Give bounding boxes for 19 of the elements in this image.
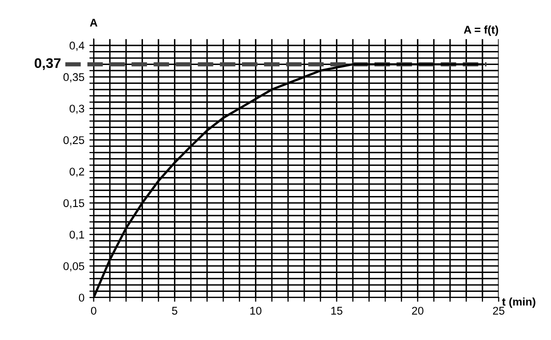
x-axis-title: t (min) [502,298,536,308]
y-axis-title: A [90,18,98,26]
y-tick-label: 0,35 [63,73,84,82]
y-tick-label: 0,25 [63,136,84,146]
y-tick-label: 0,05 [63,262,84,272]
y-tick-label: 0,3 [70,104,84,114]
x-tick-label: 0 [91,306,96,315]
ref-line-label: 0,37 [34,58,61,70]
x-tick-label: 20 [412,306,424,315]
y-tick-label: 0,2 [70,168,84,177]
y-tick-label: 0,15 [63,199,84,208]
x-tick-label: 15 [331,306,342,315]
chart-title: A = f(t) [464,25,498,36]
x-tick-label: 25 [493,306,504,315]
y-tick-label: 0,1 [70,230,84,240]
y-tick-label: 0 [78,294,84,302]
y-tick-label: 0,4 [70,42,84,51]
x-tick-label: 10 [250,306,262,315]
x-tick-label: 5 [172,306,178,315]
